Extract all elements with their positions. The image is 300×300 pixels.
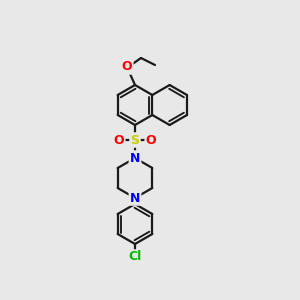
Text: N: N (130, 191, 140, 205)
Text: O: O (122, 61, 132, 74)
Text: Cl: Cl (128, 250, 142, 263)
Text: O: O (114, 134, 124, 146)
Text: S: S (130, 134, 140, 146)
Text: O: O (146, 134, 156, 146)
Text: N: N (130, 152, 140, 164)
